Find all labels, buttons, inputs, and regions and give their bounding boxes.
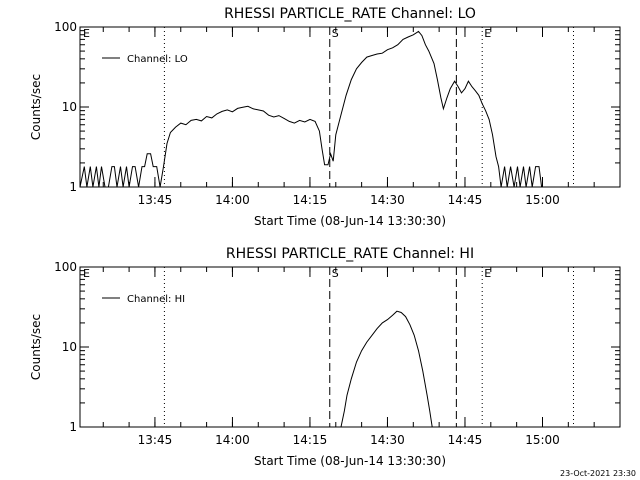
legend-label: Channel: LO	[127, 54, 188, 65]
x-tick-label: 13:45	[138, 433, 173, 447]
x-tick-label: 13:45	[138, 193, 173, 207]
y-tick-label: 1	[69, 420, 77, 434]
event-marker-label: S	[332, 27, 339, 40]
y-tick-label: 10	[62, 340, 77, 354]
series-line	[80, 30, 543, 187]
chart-panel-2	[79, 266, 621, 428]
legend-label: Channel: HI	[127, 294, 185, 305]
x-tick-label: 14:15	[293, 433, 328, 447]
event-marker-label: E	[83, 267, 90, 280]
chart-panel-1	[79, 26, 621, 188]
chart-title: RHESSI PARTICLE_RATE Channel: HI	[226, 246, 474, 262]
y-tick-label: 1	[69, 180, 77, 194]
x-tick-label: 15:00	[525, 433, 560, 447]
x-tick-label: 14:30	[370, 433, 405, 447]
y-axis-label: Counts/sec	[29, 74, 43, 140]
event-marker-label: S	[332, 267, 339, 280]
x-tick-label: 14:30	[370, 193, 405, 207]
y-tick-label: 100	[54, 260, 77, 274]
event-marker-label: E	[484, 267, 491, 280]
plot-frame	[79, 266, 621, 428]
x-axis-label: Start Time (08-Jun-14 13:30:30)	[254, 454, 446, 468]
plot-timestamp: 23-Oct-2021 23:30	[560, 469, 636, 478]
x-tick-label: 14:45	[448, 433, 483, 447]
x-tick-label: 14:45	[448, 193, 483, 207]
x-tick-label: 15:00	[525, 193, 560, 207]
x-tick-label: 14:00	[215, 433, 250, 447]
series-line	[340, 310, 433, 427]
event-marker-label: E	[83, 27, 90, 40]
y-axis-label: Counts/sec	[29, 314, 43, 380]
plot-frame	[79, 26, 621, 188]
chart-title: RHESSI PARTICLE_RATE Channel: LO	[224, 6, 476, 22]
event-marker-label: E	[484, 27, 491, 40]
x-axis-label: Start Time (08-Jun-14 13:30:30)	[254, 214, 446, 228]
y-tick-label: 100	[54, 20, 77, 34]
y-tick-label: 10	[62, 100, 77, 114]
x-tick-label: 14:15	[293, 193, 328, 207]
x-tick-label: 14:00	[215, 193, 250, 207]
